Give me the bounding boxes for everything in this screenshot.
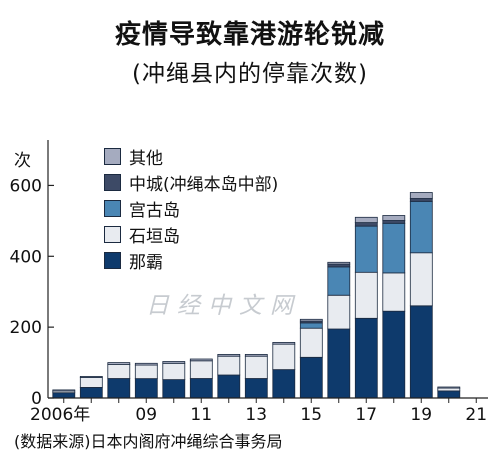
bar-segment-其他-2007: [79, 375, 103, 378]
bar-segment-那霸-2007: [79, 386, 103, 399]
y-tick-label-400: 400: [10, 247, 42, 267]
bar-segment-那霸-2012: [217, 374, 241, 399]
bar-segment-那霸-2013: [244, 378, 268, 399]
legend-swatch-石垣岛: [104, 225, 121, 243]
bar-segment-其他-2020: [437, 386, 461, 389]
x-tick-label-09: 09: [135, 405, 157, 425]
source-note: (数据来源)日本内阁府冲绳综合事务局: [14, 432, 283, 451]
bar-segment-那霸-2016: [327, 328, 351, 399]
legend-item-其他: 其他: [104, 143, 278, 169]
legend-label-宫古岛: 宫古岛: [129, 200, 180, 221]
bar-group: [52, 192, 461, 399]
legend-item-宫古岛: 宫古岛: [104, 195, 278, 221]
x-tick-label-19: 19: [410, 405, 432, 425]
x-tick-label-2006年: 2006年: [30, 405, 90, 425]
bar-segment-其他-2008: [107, 362, 131, 365]
bar-segment-那霸-2019: [409, 305, 433, 399]
bar-segment-其他-2014: [272, 341, 296, 345]
bar-segment-石垣岛-2010: [162, 362, 186, 380]
bar-segment-那霸-2014: [272, 369, 296, 399]
bar-segment-那霸-2008: [107, 378, 131, 399]
legend-item-石垣岛: 石垣岛: [104, 221, 278, 247]
x-tick-label-11: 11: [190, 405, 212, 425]
bar-segment-其他-2018: [382, 215, 406, 221]
legend: 其他中城(冲绳本岛中部) 宫古岛石垣岛那霸: [104, 143, 278, 273]
bar-segment-宫古岛-2019: [409, 200, 433, 254]
legend-label-中城: 中城(冲绳本岛中部): [129, 174, 279, 195]
bar-segment-宫古岛-2018: [382, 222, 406, 274]
bar-segment-中城-2017: [354, 222, 378, 227]
bar-segment-宫古岛-2017: [354, 225, 378, 273]
bar-segment-石垣岛-2017: [354, 271, 378, 319]
legend-item-那霸: 那霸: [104, 247, 278, 273]
bar-segment-石垣岛-2016: [327, 294, 351, 330]
bar-segment-其他-2015: [299, 318, 323, 322]
watermark: 日经中文网: [146, 293, 301, 319]
legend-label-那霸: 那霸: [129, 252, 163, 273]
bar-segment-石垣岛-2011: [189, 360, 213, 379]
bar-segment-其他-2019: [409, 192, 433, 199]
bar-segment-其他-2016: [327, 261, 351, 265]
bar-segment-其他-2006: [52, 389, 76, 392]
bar-segment-那霸-2011: [189, 378, 213, 399]
bar-segment-那霸-2018: [382, 310, 406, 399]
bar-segment-中城-2019: [409, 198, 433, 202]
bar-segment-宫古岛-2016: [327, 266, 351, 296]
chart-subtitle: (冲绳县内的停靠次数): [132, 61, 368, 87]
bar-segment-石垣岛-2008: [107, 363, 131, 379]
legend-swatch-中城: [104, 173, 121, 191]
y-tick-label-200: 200: [10, 318, 42, 338]
x-tick-label-13: 13: [245, 405, 267, 425]
bar-segment-中城-2018: [382, 220, 406, 224]
bar-segment-宫古岛-2015: [299, 322, 323, 329]
legend-swatch-宫古岛: [104, 199, 121, 217]
legend-item-中城: 中城(冲绳本岛中部): [104, 169, 278, 195]
bar-segment-那霸-2009: [134, 378, 158, 399]
legend-label-石垣岛: 石垣岛: [129, 226, 180, 247]
y-axis-unit-label: 次: [14, 151, 31, 171]
bar-segment-石垣岛-2014: [272, 343, 296, 371]
chart-title: 疫情导致靠港游轮锐减: [114, 20, 385, 50]
x-tick-label-21: 21: [465, 405, 487, 425]
bar-segment-那霸-2006: [52, 392, 76, 399]
bar-segment-那霸-2010: [162, 379, 186, 399]
bar-segment-石垣岛-2013: [244, 355, 268, 379]
bar-segment-石垣岛-2007: [79, 377, 103, 388]
bar-segment-石垣岛-2018: [382, 272, 406, 312]
legend-label-其他: 其他: [129, 148, 163, 169]
bar-segment-其他-2009: [134, 362, 158, 366]
bar-segment-石垣岛-2009: [134, 364, 158, 380]
bar-segment-其他-2010: [162, 361, 186, 364]
bar-segment-那霸-2017: [354, 317, 378, 399]
bar-segment-那霸-2015: [299, 356, 323, 399]
bar-segment-那霸-2020: [437, 390, 461, 399]
bar-segment-石垣岛-2012: [217, 355, 241, 376]
bar-segment-其他-2013: [244, 353, 268, 357]
bar-segment-石垣岛-2019: [409, 252, 433, 307]
legend-swatch-那霸: [104, 251, 121, 269]
axes-group: 0 200 400 600 2006年 09 11 13 15 17 19 21: [10, 140, 488, 425]
bar-segment-其他-2017: [354, 216, 378, 224]
y-tick-label-0: 0: [31, 389, 42, 409]
bar-segment-石垣岛-2015: [299, 327, 323, 358]
y-tick-label-600: 600: [10, 176, 42, 196]
legend-swatch-其他: [104, 147, 121, 165]
bar-segment-中城-2016: [327, 263, 351, 268]
x-tick-label-17: 17: [355, 405, 377, 425]
x-tick-label-15: 15: [300, 405, 322, 425]
bar-segment-其他-2011: [189, 358, 213, 362]
bar-segment-其他-2012: [217, 353, 241, 357]
bar-segment-石垣岛-2020: [437, 387, 461, 392]
